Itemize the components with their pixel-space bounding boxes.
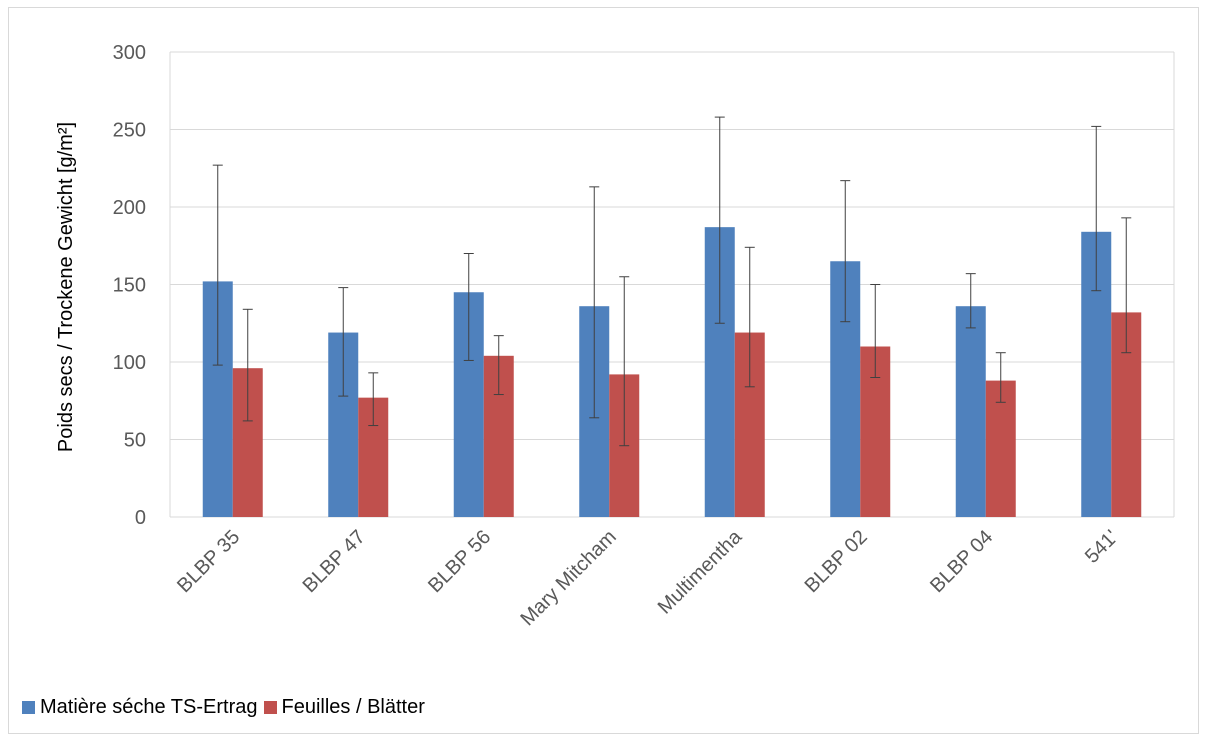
y-tick-label: 250 [113, 120, 146, 142]
legend-label: Feuilles / Blätter [281, 696, 425, 718]
legend-item-dry-matter: Matière séche TS-Ertrag [22, 696, 258, 719]
y-tick-label: 50 [124, 430, 146, 452]
legend-swatch-blue [22, 701, 35, 714]
category-label: Multimentha [654, 525, 747, 618]
y-axis-title: Poids secs / Trockene Gewicht [g/m²] [55, 122, 77, 452]
bar [955, 306, 986, 517]
y-tick-label: 150 [113, 275, 146, 297]
y-tick-label: 200 [113, 197, 146, 219]
y-tick-label: 0 [135, 507, 146, 529]
legend-label: Matière séche TS-Ertrag [40, 696, 258, 718]
bar [985, 380, 1016, 517]
legend: Matière séche TS-Ertrag Feuilles / Blätt… [22, 696, 431, 719]
category-label: BLBP 35 [173, 526, 244, 597]
legend-swatch-red [263, 701, 277, 714]
category-labels: BLBP 35 BLBP 47 BLBP 56 Mary Mitcham Multime… [173, 525, 1123, 630]
bars [202, 227, 1142, 518]
category-label: BLBP 02 [801, 526, 872, 597]
y-tick-label: 300 [113, 42, 146, 64]
y-tick-labels: 0 50 100 150 200 250 300 [113, 42, 146, 529]
category-label: BLBP 56 [424, 526, 495, 597]
y-tick-label: 100 [113, 352, 146, 374]
error-bars [212, 116, 1132, 447]
category-label: Mary Mitcham [516, 526, 620, 630]
category-label: 541' [1081, 526, 1123, 568]
category-label: BLBP 04 [926, 526, 997, 597]
legend-item-leaves: Feuilles / Blätter [263, 696, 425, 719]
gridlines [169, 51, 1175, 518]
category-label: BLBP 47 [299, 526, 370, 597]
